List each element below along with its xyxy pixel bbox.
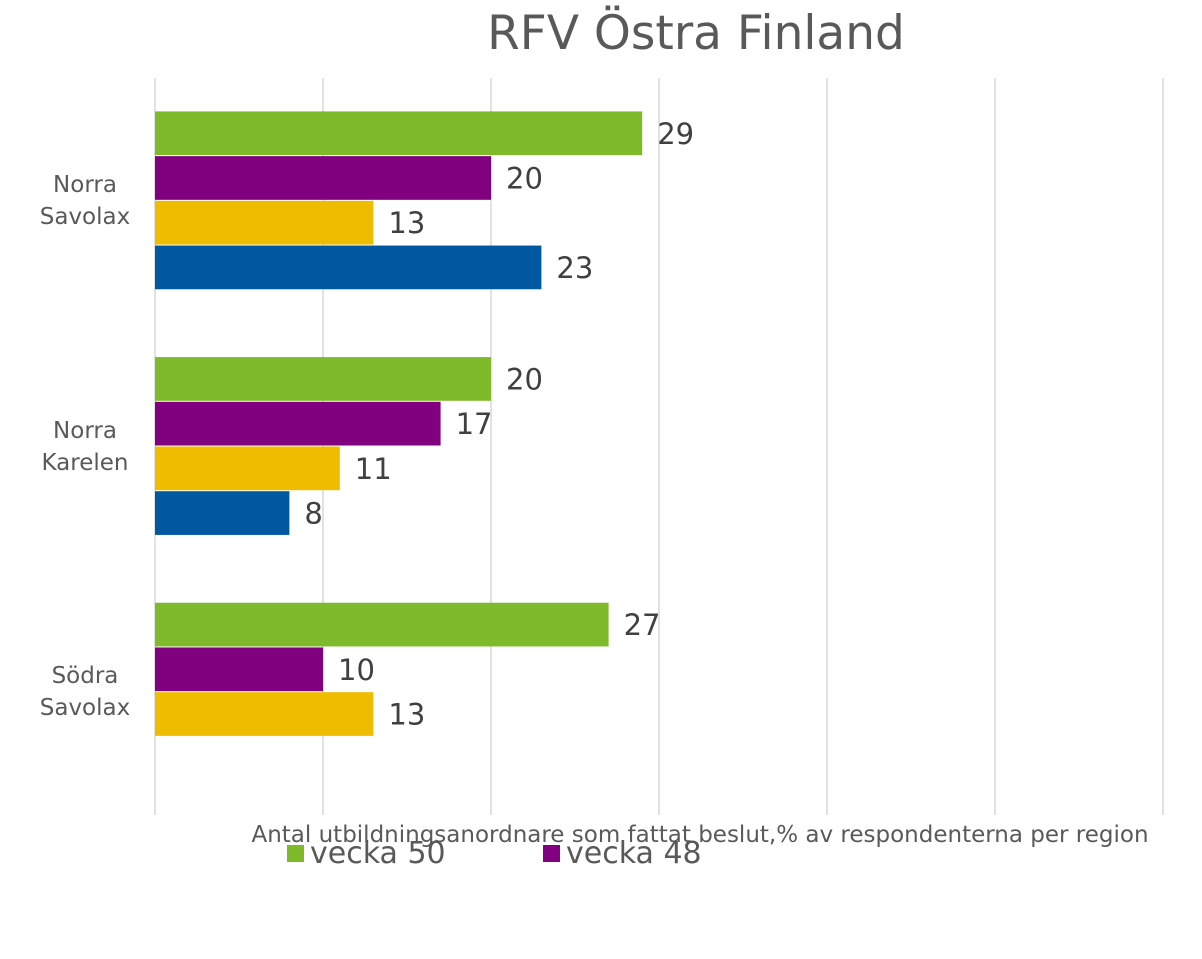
- y-tick-label: Södra Savolax: [39, 663, 131, 722]
- bar: [155, 156, 491, 200]
- y-tick-label: Norra Savolax: [39, 171, 131, 230]
- bar: [155, 602, 609, 647]
- bar: [155, 491, 290, 535]
- legend-swatch: [543, 845, 560, 862]
- legend: vecka 50 vecka 48: [0, 836, 1202, 886]
- data-label: 8: [304, 497, 322, 531]
- data-label: 20: [506, 161, 543, 195]
- data-label: 20: [506, 362, 543, 396]
- bar: [155, 245, 542, 290]
- legend-item: vecka 50: [287, 836, 446, 871]
- bar: [155, 647, 323, 692]
- bar: [155, 401, 441, 446]
- y-tick-label: Norra Karelen: [41, 417, 129, 476]
- data-label: 17: [456, 407, 493, 441]
- legend-label: vecka 48: [566, 836, 702, 871]
- legend-label: vecka 50: [310, 836, 446, 871]
- data-label: 10: [338, 653, 375, 687]
- bar: [155, 446, 340, 491]
- bar: [155, 200, 374, 245]
- data-label: 23: [556, 251, 593, 285]
- data-label: 13: [388, 206, 425, 240]
- legend-swatch: [287, 845, 304, 862]
- data-label: 11: [355, 452, 392, 486]
- bar: [155, 692, 374, 736]
- bar: [155, 357, 491, 401]
- data-label: 29: [657, 117, 694, 151]
- data-label: 13: [388, 698, 425, 732]
- bar: [155, 111, 643, 156]
- legend-item: vecka 48: [543, 836, 702, 871]
- data-label: 27: [624, 608, 661, 642]
- chart-title: RFV Östra Finland: [487, 6, 905, 61]
- x-axis-label: Antal utbildningsanordnare som fattat be…: [251, 822, 1149, 848]
